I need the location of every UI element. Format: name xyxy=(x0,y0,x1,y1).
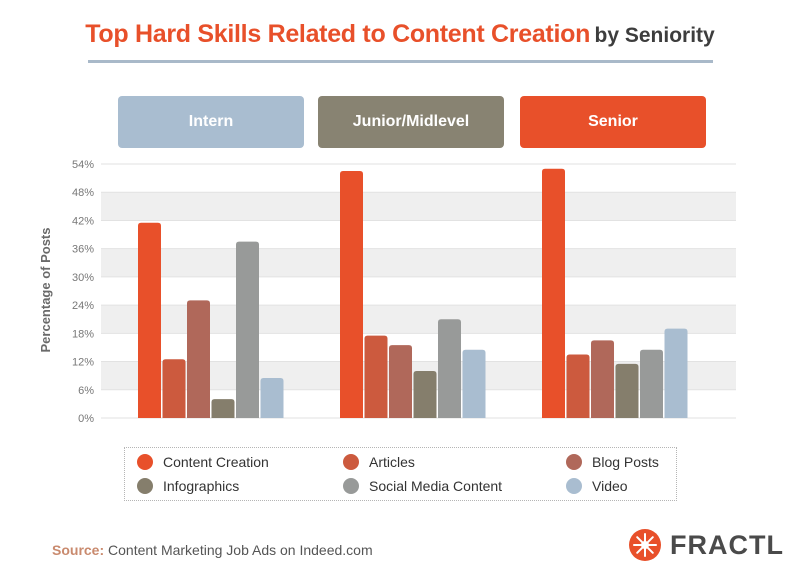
legend-label: Content Creation xyxy=(163,454,269,470)
group-header-junior-midlevel: Junior/Midlevel xyxy=(318,96,504,148)
brand-name: FRACTL xyxy=(670,529,784,560)
y-tick-label: 24% xyxy=(72,300,94,312)
y-tick-label: 48% xyxy=(72,187,94,199)
y-tick-label: 42% xyxy=(72,215,94,227)
chart-title: Top Hard Skills Related to Content Creat… xyxy=(85,20,591,48)
legend-label: Video xyxy=(592,478,628,494)
y-tick-label: 30% xyxy=(72,272,94,284)
bar xyxy=(187,300,210,418)
title-divider xyxy=(88,60,713,63)
bar xyxy=(236,241,259,418)
grid-band xyxy=(101,248,736,277)
legend-item-video: Video xyxy=(566,478,628,494)
bar xyxy=(591,340,614,418)
y-tick-label: 0% xyxy=(78,413,94,425)
bar xyxy=(664,328,688,418)
grid-band xyxy=(101,192,736,221)
bar xyxy=(389,345,412,418)
legend-swatch xyxy=(137,478,153,494)
y-tick-label: 54% xyxy=(72,159,94,171)
source-note: Source: Content Marketing Job Ads on Ind… xyxy=(52,542,373,558)
bar xyxy=(162,359,186,418)
bar xyxy=(211,399,235,418)
bar-chart: 0% 6% 12% 18% 24% 30% 36% 42% 48% 54% Percentage o… xyxy=(38,159,736,425)
legend-swatch xyxy=(343,454,359,470)
bar xyxy=(566,354,590,418)
brand-logo: FRACTL xyxy=(628,528,784,562)
group-header-senior: Senior xyxy=(520,96,706,148)
source-text: Content Marketing Job Ads on Indeed.com xyxy=(108,542,373,558)
bar xyxy=(364,335,388,418)
legend-item-social-media-content: Social Media Content xyxy=(343,478,502,494)
legend-item-infographics: Infographics xyxy=(137,478,239,494)
bar xyxy=(462,349,486,418)
y-tick-label: 18% xyxy=(72,328,94,340)
bar xyxy=(438,319,461,418)
chart-title-block: Top Hard Skills Related to Content Creat… xyxy=(0,20,800,49)
legend-swatch xyxy=(566,478,582,494)
y-axis-label: Percentage of Posts xyxy=(38,228,53,353)
bar xyxy=(340,171,363,418)
legend-item-blog-posts: Blog Posts xyxy=(566,454,659,470)
legend-swatch xyxy=(566,454,582,470)
group-header-intern: Intern xyxy=(118,96,304,148)
y-tick-label: 36% xyxy=(72,244,94,256)
legend-swatch xyxy=(343,478,359,494)
bar xyxy=(138,222,161,418)
legend: Content Creation Articles Blog Posts Inf… xyxy=(124,447,677,501)
bar xyxy=(615,363,639,418)
chart-subtitle: by Seniority xyxy=(594,24,715,47)
legend-label: Blog Posts xyxy=(592,454,659,470)
legend-item-content-creation: Content Creation xyxy=(137,454,269,470)
y-tick-label: 12% xyxy=(72,357,94,369)
source-label: Source: xyxy=(52,542,105,558)
bar xyxy=(640,349,663,418)
bar xyxy=(542,168,565,418)
legend-item-articles: Articles xyxy=(343,454,415,470)
y-tick-label: 6% xyxy=(78,385,94,397)
legend-swatch xyxy=(137,454,153,470)
bar xyxy=(413,370,437,418)
legend-label: Infographics xyxy=(163,478,240,494)
bar xyxy=(260,378,284,418)
fractl-logo-icon xyxy=(629,529,661,561)
legend-label: Articles xyxy=(369,454,415,470)
legend-label: Social Media Content xyxy=(369,478,503,494)
